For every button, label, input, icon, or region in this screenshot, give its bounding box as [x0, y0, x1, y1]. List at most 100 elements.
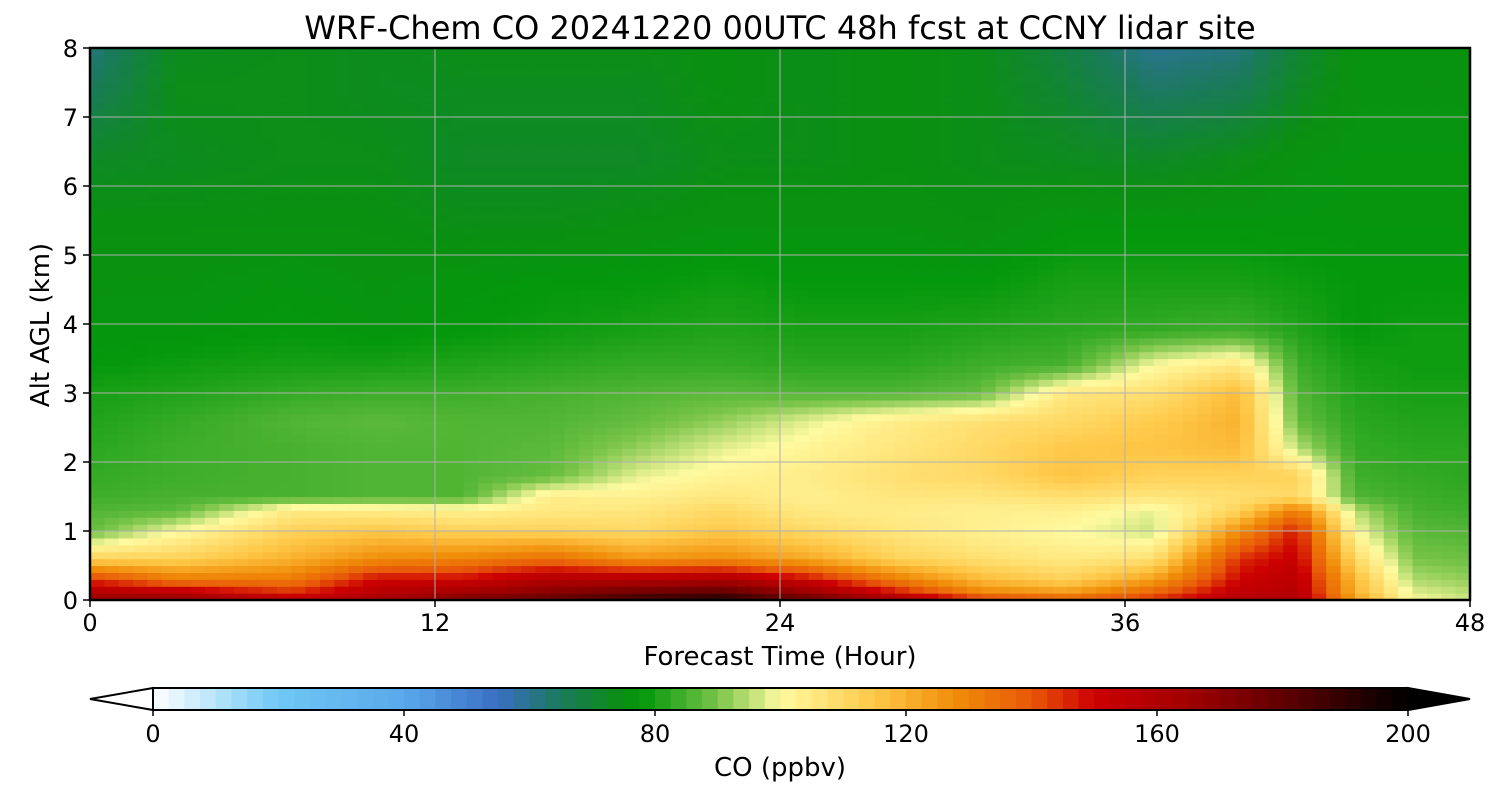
co-cell — [219, 344, 235, 353]
co-cell — [521, 365, 537, 373]
co-cell — [205, 303, 220, 311]
co-cell — [262, 103, 278, 111]
co-cell — [248, 572, 264, 580]
co-cell — [276, 54, 292, 63]
co-cell — [952, 572, 968, 580]
co-cell — [176, 186, 192, 194]
co-cell — [190, 144, 206, 153]
co-cell — [981, 544, 997, 553]
co-cell — [449, 89, 465, 97]
co-cell — [90, 351, 105, 360]
co-cell — [535, 110, 551, 118]
co-cell — [938, 48, 954, 56]
co-cell — [190, 103, 206, 111]
co-cell — [952, 551, 968, 560]
co-cell — [823, 255, 839, 263]
co-cell — [492, 572, 508, 580]
co-cell — [377, 144, 393, 153]
co-cell — [593, 220, 609, 228]
co-cell — [708, 289, 724, 297]
co-cell — [90, 372, 105, 380]
co-cell — [880, 365, 896, 373]
co-cell — [161, 130, 177, 139]
co-cell — [147, 123, 163, 132]
co-cell — [708, 165, 724, 173]
co-cell — [578, 96, 594, 104]
co-cell — [938, 420, 954, 429]
co-cell — [233, 82, 249, 90]
co-cell — [377, 537, 393, 546]
co-cell — [161, 406, 177, 415]
co-cell — [104, 420, 120, 429]
co-cell — [794, 172, 810, 180]
co-cell — [808, 179, 824, 187]
co-cell — [176, 199, 192, 208]
co-cell — [420, 572, 436, 580]
co-cell — [794, 434, 810, 442]
co-cell — [506, 468, 522, 477]
co-cell — [406, 372, 422, 380]
co-cell — [478, 137, 494, 146]
co-cell — [650, 462, 666, 470]
co-cell — [190, 510, 206, 518]
co-cell — [377, 317, 393, 325]
co-cell — [621, 330, 637, 339]
co-cell — [909, 365, 925, 373]
co-cell — [262, 206, 278, 215]
co-cell — [190, 593, 206, 601]
co-cell — [305, 372, 321, 380]
co-cell — [391, 399, 407, 408]
co-cell — [665, 393, 680, 401]
co-cell — [952, 517, 968, 525]
co-cell — [837, 462, 853, 470]
co-cell — [895, 358, 910, 366]
co-cell — [219, 186, 235, 194]
co-cell — [320, 158, 335, 166]
co-cell — [205, 537, 220, 546]
co-cell — [147, 54, 163, 63]
co-cell — [607, 255, 623, 263]
co-cell — [693, 551, 709, 560]
co-cell — [679, 434, 695, 442]
co-cell — [147, 199, 163, 208]
co-cell — [90, 475, 105, 484]
co-cell — [90, 537, 105, 546]
co-cell — [535, 48, 551, 56]
co-cell — [966, 103, 982, 111]
co-cell — [650, 413, 666, 422]
co-cell — [535, 496, 551, 504]
co-cell — [334, 579, 350, 587]
co-cell — [161, 496, 177, 504]
co-cell — [708, 510, 724, 518]
co-cell — [578, 303, 594, 311]
co-cell — [435, 537, 450, 546]
co-cell — [578, 358, 594, 366]
co-cell — [391, 586, 407, 594]
co-cell — [636, 275, 652, 284]
co-cell — [506, 227, 522, 235]
co-cell — [420, 234, 436, 242]
co-cell — [708, 372, 724, 380]
co-cell — [118, 248, 134, 256]
co-cell — [923, 317, 939, 325]
co-cell — [693, 54, 709, 63]
co-cell — [521, 558, 537, 567]
co-cell — [147, 496, 163, 504]
co-cell — [248, 496, 264, 504]
co-cell — [348, 206, 364, 215]
co-cell — [435, 137, 450, 146]
co-cell — [449, 241, 465, 249]
co-cell — [305, 337, 321, 346]
co-cell — [952, 303, 968, 311]
co-cell — [550, 144, 565, 153]
co-cell — [492, 151, 508, 159]
co-cell — [650, 89, 666, 97]
co-cell — [118, 337, 134, 346]
co-cell — [205, 351, 220, 360]
co-cell — [492, 475, 508, 484]
co-cell — [636, 572, 652, 580]
co-cell — [550, 96, 565, 104]
co-cell — [118, 89, 134, 97]
co-cell — [952, 351, 968, 360]
co-cell — [909, 455, 925, 463]
